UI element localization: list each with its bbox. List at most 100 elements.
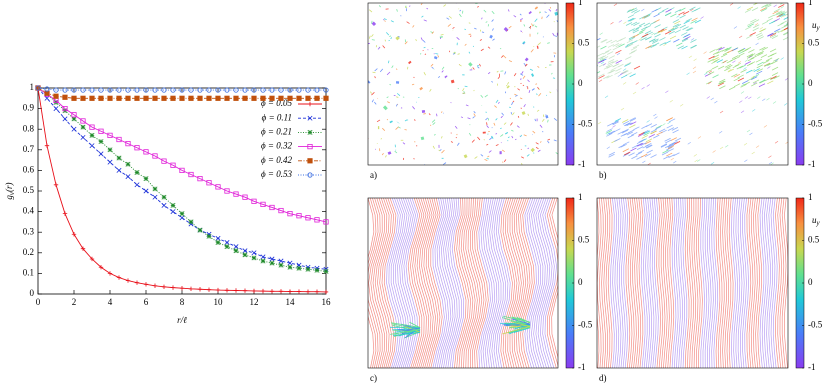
x-tick-label: 8 (180, 297, 185, 307)
velocity-streak (428, 113, 431, 116)
velocity-streak (759, 28, 766, 33)
velocity-streak (790, 13, 796, 16)
x-tick-label: 0 (36, 297, 41, 307)
velocity-streak (771, 35, 779, 40)
data-point (134, 169, 140, 175)
velocity-streak (667, 143, 675, 148)
velocity-streak (386, 71, 391, 76)
velocity-streak (500, 115, 503, 119)
data-point (80, 87, 86, 93)
velocity-streak (632, 29, 640, 34)
velocity-streak (779, 13, 786, 18)
velocity-streak (598, 75, 605, 79)
velocity-streak (633, 65, 641, 70)
velocity-streak (386, 96, 389, 99)
velocity-streak (778, 10, 786, 15)
velocity-streak (732, 60, 736, 63)
velocity-streak (773, 8, 781, 13)
velocity-streak (391, 65, 394, 69)
velocity-streak (629, 198, 635, 368)
velocity-streak (497, 76, 501, 80)
x-tick-label: 4 (108, 297, 113, 307)
velocity-streak (507, 198, 520, 368)
velocity-streak (744, 47, 752, 51)
velocity-streak (441, 111, 443, 114)
velocity-streak (637, 142, 644, 147)
velocity-streak (389, 35, 392, 37)
velocity-streak (777, 198, 782, 368)
velocity-streak (484, 198, 498, 368)
velocity-streak (646, 84, 650, 87)
velocity-streak (536, 109, 540, 112)
velocity-streak (731, 73, 738, 78)
velocity-streak (383, 18, 387, 20)
data-point (188, 171, 194, 178)
velocity-streak (641, 26, 648, 31)
velocity-streak (783, 32, 788, 36)
velocity-streak (495, 198, 509, 368)
velocity-streak (647, 198, 653, 368)
velocity-streak (711, 60, 718, 64)
velocity-streak (622, 68, 627, 71)
velocity-streak (581, 73, 587, 76)
velocity-streak (633, 22, 640, 27)
velocity-streak (711, 198, 716, 368)
legend-marker (307, 101, 313, 107)
velocity-streak (522, 84, 525, 87)
velocity-streak (500, 55, 504, 58)
velocity-streak (665, 8, 672, 13)
velocity-streak (698, 198, 703, 368)
velocity-streak (755, 145, 760, 148)
velocity-streak (812, 0, 818, 1)
data-point (233, 95, 239, 101)
velocity-streak (434, 198, 447, 368)
velocity-streak (396, 96, 399, 98)
velocity-streak (737, 77, 745, 82)
data-point (179, 215, 185, 221)
velocity-streak (751, 75, 755, 79)
velocity-streak (376, 119, 381, 123)
panel-label: b) (599, 170, 607, 180)
velocity-streak (454, 198, 467, 368)
velocity-streak (605, 63, 612, 68)
velocity-streak (645, 144, 652, 149)
velocity-streak (668, 30, 675, 35)
velocity-streak (667, 145, 675, 149)
velocity-streak (627, 9, 631, 12)
velocity-streak (650, 154, 657, 159)
colorbar-title-main: u (812, 20, 817, 30)
velocity-streak (390, 37, 392, 40)
data-point (305, 215, 311, 221)
velocity-streak (738, 52, 745, 57)
data-point (224, 188, 230, 194)
data-point (161, 202, 167, 208)
data-point (107, 87, 113, 93)
velocity-streak (735, 198, 741, 368)
velocity-streak (435, 53, 439, 55)
velocity-streak (664, 30, 672, 35)
velocity-streak (583, 53, 589, 56)
data-point (278, 87, 284, 93)
velocity-streak (506, 85, 510, 89)
velocity-streak (697, 159, 701, 162)
data-point (179, 95, 185, 101)
data-point (278, 207, 284, 214)
velocity-streak (607, 58, 615, 63)
velocity-streak (474, 27, 477, 30)
velocity-streak (748, 96, 752, 100)
velocity-streak (395, 36, 400, 41)
panel-label: a) (370, 170, 377, 180)
data-point (179, 167, 185, 173)
velocity-streak (429, 88, 432, 92)
data-point (305, 95, 311, 101)
data-point (98, 95, 104, 101)
data-point (197, 176, 203, 182)
velocity-streak (733, 73, 741, 78)
velocity-streak (683, 33, 691, 38)
y-axis-label: gv(r) (4, 182, 16, 199)
velocity-streak (733, 198, 738, 368)
velocity-streak (554, 11, 558, 16)
data-point (62, 106, 68, 112)
velocity-streak (451, 198, 465, 368)
